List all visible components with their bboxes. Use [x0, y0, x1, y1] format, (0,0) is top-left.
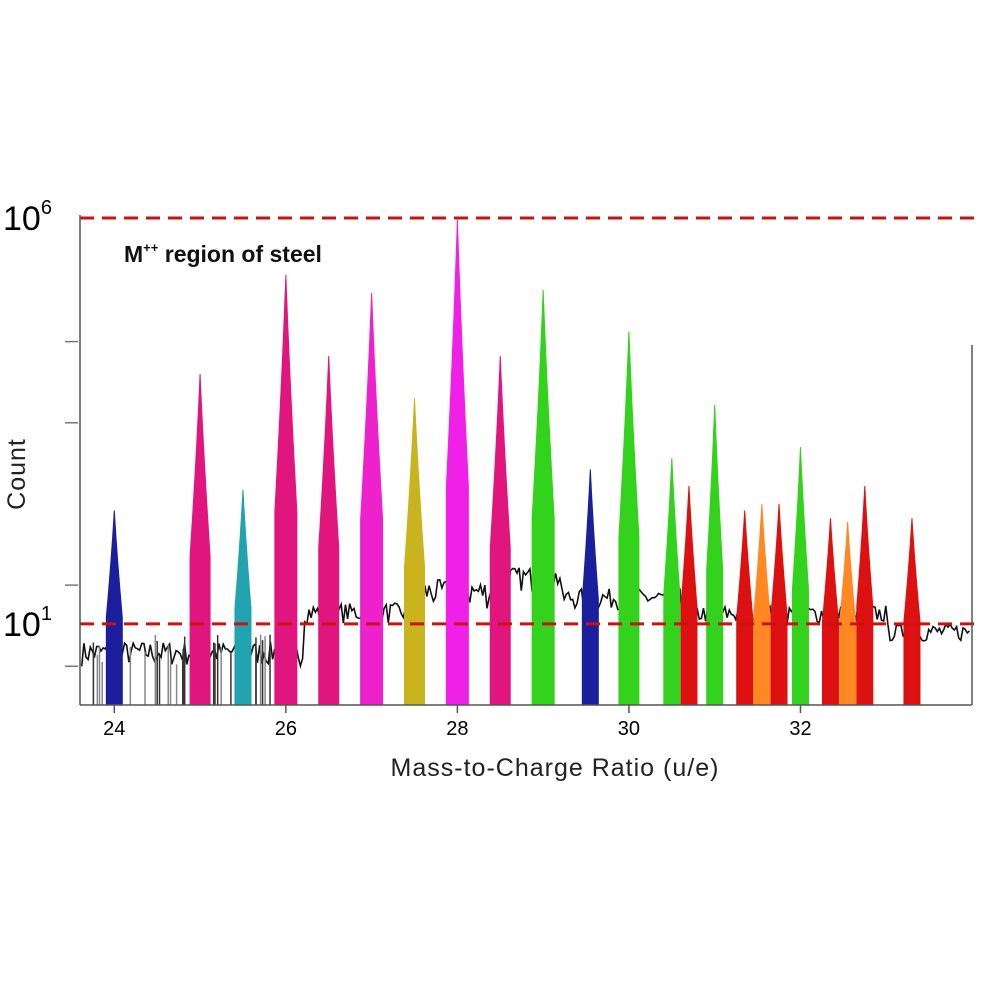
peak-0 [105, 510, 123, 706]
annotation-superscript: ++ [143, 240, 159, 255]
x-tick-label-0: 24 [103, 718, 125, 740]
x-tick-label-4: 32 [789, 718, 811, 740]
peak-2 [234, 489, 252, 706]
x-axis-label: Mass-to-Charge Ratio (u/e) [391, 754, 720, 782]
peak-22 [903, 518, 921, 706]
y-axis-label: Count [3, 438, 31, 510]
x-tick-label-3: 30 [618, 718, 640, 740]
annotation-text: M [124, 241, 143, 267]
peak-15 [736, 510, 754, 706]
region-annotation: M++ region of steel [124, 240, 322, 267]
reference-lines [80, 216, 976, 626]
x-tick-label-2: 28 [446, 718, 468, 740]
peak-19 [821, 518, 839, 706]
background-noise-trace [80, 566, 970, 705]
peak-8 [489, 355, 511, 706]
y-tick-label-0: 106 [3, 197, 52, 238]
peak-4 [318, 355, 340, 706]
peak-18 [791, 447, 809, 706]
peak-1 [189, 373, 211, 706]
y-tick-label-1: 101 [3, 603, 52, 644]
peak-7 [445, 219, 469, 706]
peak-3 [274, 274, 298, 706]
axes [79, 215, 973, 706]
y-tick-labels: 106 101 [3, 197, 78, 668]
peak-13 [680, 485, 698, 706]
peak-5 [360, 292, 384, 706]
peak-21 [856, 485, 874, 706]
peak-16 [753, 503, 771, 706]
peak-10 [581, 469, 599, 706]
peak-12 [663, 458, 681, 706]
peak-20 [839, 521, 857, 706]
x-tick-labels: 24 26 28 30 32 [103, 705, 812, 740]
peak-11 [618, 331, 640, 706]
peak-17 [770, 503, 788, 706]
noise-line [80, 566, 970, 669]
x-tick-label-1: 26 [275, 718, 297, 740]
annotation-rest: region of steel [158, 241, 322, 267]
peak-14 [706, 404, 724, 706]
peaks [105, 219, 921, 706]
peak-6 [404, 398, 425, 706]
peak-9 [531, 289, 555, 706]
